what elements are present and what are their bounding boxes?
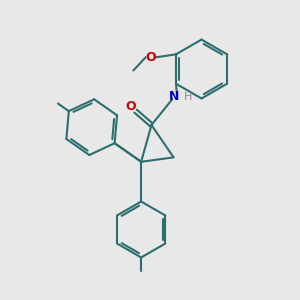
Text: O: O (125, 100, 136, 113)
Text: N: N (169, 91, 180, 103)
Text: H: H (184, 92, 192, 102)
Text: O: O (146, 51, 156, 64)
